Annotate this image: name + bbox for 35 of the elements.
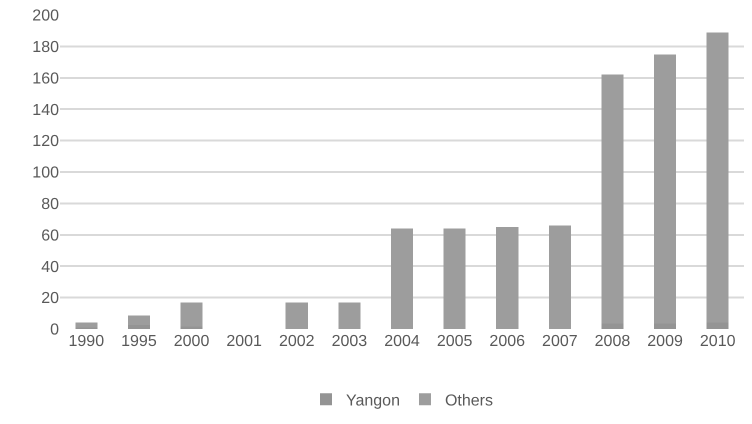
x-tick-label: 2007 <box>542 333 578 350</box>
x-tick-label: 2006 <box>489 333 526 350</box>
x-tick-label: 2010 <box>700 333 736 350</box>
y-tick-label: 60 <box>41 227 60 244</box>
y-tick-label: 20 <box>41 290 60 308</box>
x-tick-label: 2005 <box>436 333 473 350</box>
y-tick-label: 120 <box>32 133 60 150</box>
y-tick-label: 80 <box>41 196 60 213</box>
legend-label: Yangon <box>346 392 400 410</box>
x-tick-label: 1995 <box>121 333 157 350</box>
y-tick-label: 0 <box>50 322 60 339</box>
bar <box>75 322 98 328</box>
x-tick-label: 2001 <box>226 333 262 350</box>
bar <box>180 302 203 327</box>
x-tick-label: 2009 <box>647 333 683 350</box>
x-tick-label: 2004 <box>384 333 420 350</box>
x-tick-label: 2008 <box>594 333 630 350</box>
bar <box>496 226 518 329</box>
bar <box>548 225 571 329</box>
bar <box>444 228 466 329</box>
bar <box>390 228 414 329</box>
x-tick-label: 2002 <box>278 333 315 350</box>
x-tick-label: 2000 <box>174 333 210 350</box>
legend-label: Others <box>444 392 493 410</box>
x-tick-label: 2003 <box>332 333 368 350</box>
y-tick-label: 180 <box>32 39 60 56</box>
y-tick-label: 140 <box>32 102 60 119</box>
bar <box>338 302 360 329</box>
y-tick-label: 200 <box>32 8 60 25</box>
x-tick-label: 1990 <box>68 333 104 350</box>
y-tick-label: 40 <box>41 258 60 276</box>
bar <box>128 316 150 326</box>
y-tick-label: 160 <box>32 70 60 88</box>
y-tick-label: 100 <box>32 164 60 182</box>
bar <box>286 302 308 329</box>
